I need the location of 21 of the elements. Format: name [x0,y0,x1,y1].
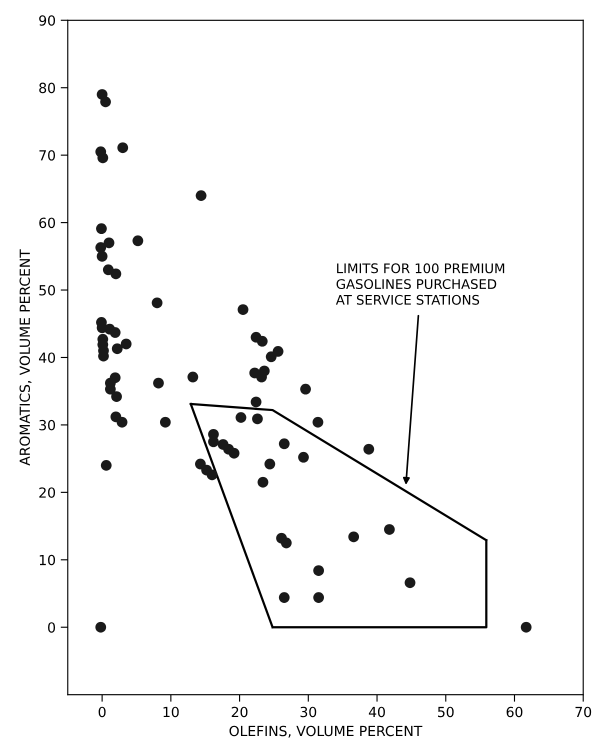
y-tick-label: 70 [39,150,56,161]
x-tick-label: 40 [368,706,385,718]
x-tick-label: 30 [300,706,316,718]
x-axis-title: OLEFINS, VOLUME PERCENT [229,726,422,738]
y-tick-label: 50 [39,285,56,296]
y-tick-label: 30 [39,420,56,430]
y-tick-label: 80 [39,82,56,94]
y-tick-label: 60 [39,218,56,228]
y-tick-label: 90 [39,15,56,26]
x-tick-label: 0 [98,706,106,718]
x-tick-label: 50 [438,706,454,718]
annotation: LIMITS FOR 100 PREMIUM GASOLINES PURCHASED AT SERVICE STATIONS [336,263,504,305]
y-tick-label: 20 [39,487,56,498]
y-tick-label: 0 [48,622,56,633]
y-axis-title: AROMATICS, VOLUME PERCENT [20,249,32,466]
x-tick-label: 70 [576,706,592,718]
x-tick-label: 20 [232,706,248,718]
y-tick-label: 40 [38,352,56,363]
x-tick-label: 10 [164,706,179,718]
y-tick-label: 10 [40,554,56,566]
x-tick-label: 60 [506,706,522,718]
